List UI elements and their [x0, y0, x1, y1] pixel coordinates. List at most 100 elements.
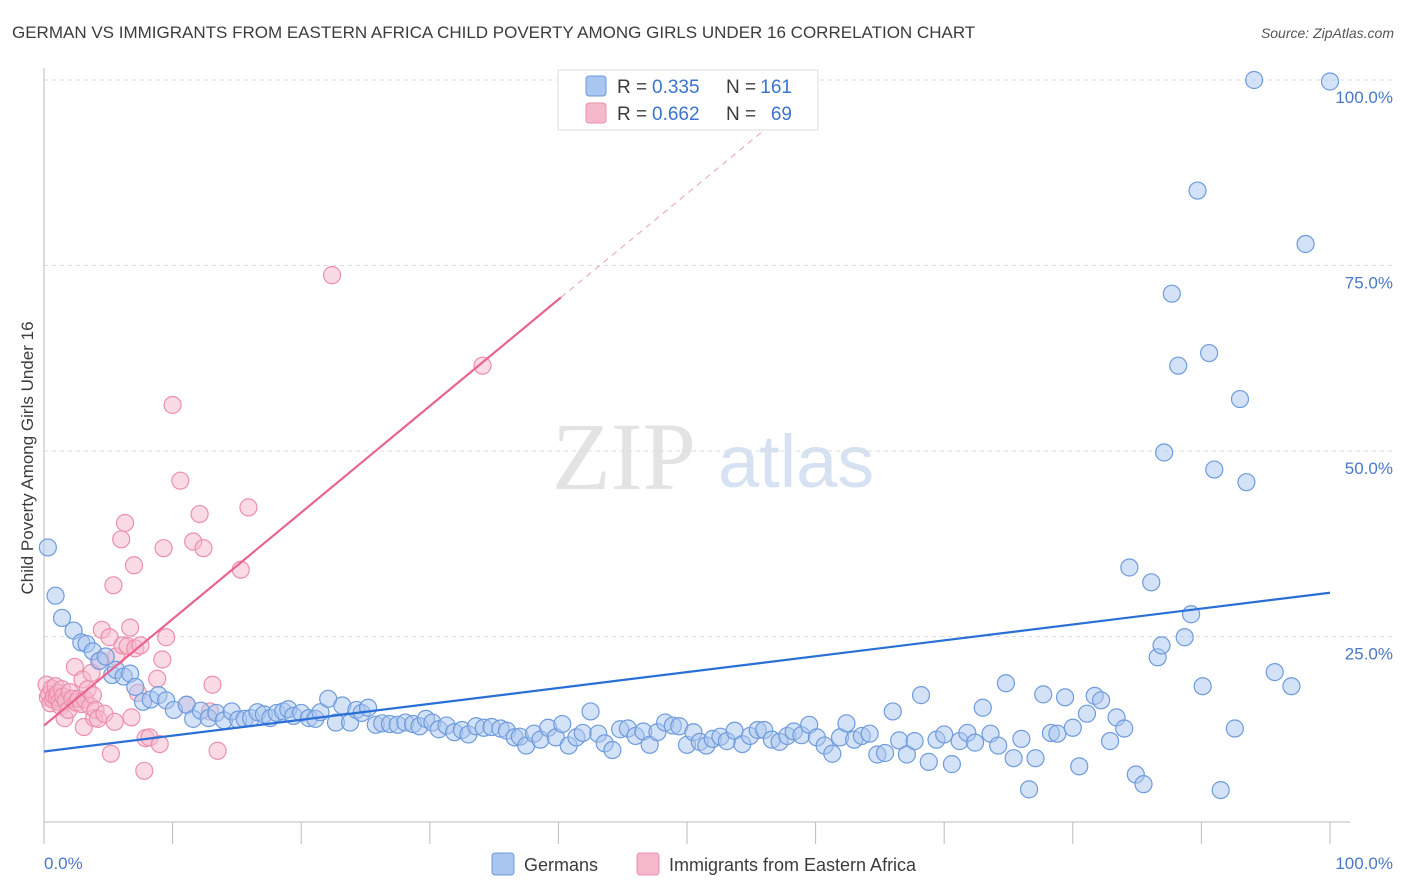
watermark-zip: ZIP: [552, 403, 696, 510]
german-point: [1230, 389, 1250, 409]
german-point: [973, 698, 992, 717]
africa-point: [154, 539, 173, 558]
africa-point: [157, 628, 176, 647]
africa-point: [104, 576, 123, 595]
correlation-legend: R = 0.335 N = 161 R = 0.662 N = 69: [557, 69, 819, 131]
german-point: [1205, 460, 1224, 479]
german-point: [1034, 685, 1053, 704]
africa-point: [135, 761, 154, 780]
german-point: [1134, 775, 1153, 794]
german-point: [1162, 284, 1181, 303]
legend-r-value-africa: 0.662: [652, 104, 700, 125]
german-point: [1142, 573, 1161, 592]
german-point: [1175, 628, 1194, 647]
german-point: [1237, 473, 1256, 492]
africa-point: [122, 708, 141, 727]
german-point: [1026, 749, 1045, 768]
german-point: [860, 724, 879, 743]
legend-r-label-africa: R =: [617, 104, 647, 125]
german-point: [989, 736, 1008, 755]
german-point: [1169, 356, 1188, 375]
legend-swatch-africa: [585, 102, 607, 124]
africa-point: [101, 744, 120, 763]
german-point: [1012, 729, 1031, 748]
africa-point: [473, 356, 492, 375]
german-trend-line: [43, 591, 1331, 753]
german-point: [1245, 70, 1264, 90]
german-point: [1063, 718, 1082, 737]
german-point: [1070, 757, 1089, 776]
africa-point: [239, 498, 258, 517]
y-tick-label: 100.0%: [1335, 88, 1393, 107]
german-point: [1320, 72, 1340, 91]
bottom-legend-swatch-africa: [636, 852, 660, 876]
x-tick-marks: [43, 822, 1331, 844]
german-point: [1265, 663, 1284, 682]
series-africa-points: [37, 266, 492, 780]
series-legend: Germans Immigrants from Eastern Africa: [491, 852, 917, 876]
bottom-legend-german: Germans: [524, 855, 598, 875]
africa-point: [194, 539, 213, 558]
africa-point: [171, 471, 190, 490]
german-point: [1296, 234, 1315, 254]
africa-point: [148, 669, 167, 688]
africa-trend-line: [43, 296, 562, 727]
german-point: [823, 744, 842, 763]
africa-point: [208, 741, 227, 760]
africa-point: [100, 628, 119, 647]
german-point: [1019, 780, 1039, 799]
legend-swatch-german: [585, 75, 607, 97]
bottom-legend-swatch-german: [491, 852, 515, 876]
bottom-legend-africa: Immigrants from Eastern Africa: [669, 855, 917, 875]
german-point: [935, 725, 954, 744]
german-point: [1200, 343, 1219, 363]
watermark: ZIP atlas: [552, 403, 874, 510]
german-point: [1225, 719, 1244, 738]
y-tick-labels: 100.0% 75.0% 50.0% 25.0%: [1335, 88, 1393, 664]
y-tick-label: 50.0%: [1345, 459, 1393, 478]
german-point: [905, 732, 924, 751]
africa-point: [163, 395, 182, 415]
legend-r-label-german: R =: [617, 77, 647, 98]
german-point: [553, 714, 572, 734]
german-point: [46, 586, 65, 605]
africa-point: [153, 650, 172, 669]
german-point: [897, 745, 917, 764]
german-point: [96, 647, 115, 666]
legend-n-label-german: N =: [726, 77, 756, 98]
german-point: [1193, 677, 1212, 696]
german-point: [1120, 558, 1139, 577]
german-point: [1055, 688, 1075, 707]
german-point: [911, 686, 931, 705]
german-point: [965, 733, 985, 752]
x-tick-label-max: 100.0%: [1335, 854, 1393, 873]
german-point: [581, 702, 600, 721]
watermark-atlas: atlas: [718, 420, 874, 503]
german-point: [919, 752, 938, 771]
german-point: [1188, 181, 1207, 200]
africa-point: [115, 513, 135, 533]
africa-point: [105, 712, 124, 731]
german-point: [875, 743, 895, 763]
german-point: [1048, 724, 1067, 743]
africa-point: [322, 266, 342, 285]
legend-n-value-africa: 69: [771, 104, 792, 125]
german-point: [126, 677, 145, 697]
y-tick-label: 75.0%: [1345, 274, 1393, 293]
german-point: [996, 674, 1016, 693]
chart-title: GERMAN VS IMMIGRANTS FROM EASTERN AFRICA…: [12, 23, 975, 42]
german-point: [942, 755, 962, 774]
legend-n-value-german: 161: [760, 77, 792, 98]
x-tick-label-min: 0.0%: [44, 854, 83, 873]
y-axis-label: Child Poverty Among Girls Under 16: [18, 321, 37, 594]
german-point: [573, 723, 592, 743]
german-point: [1091, 691, 1111, 710]
source-credit: Source: ZipAtlas.com: [1261, 25, 1394, 41]
africa-point: [150, 734, 169, 754]
german-point: [1100, 732, 1120, 751]
africa-point: [121, 618, 140, 637]
german-point: [38, 538, 57, 557]
german-point: [883, 702, 902, 721]
africa-point: [112, 530, 131, 549]
